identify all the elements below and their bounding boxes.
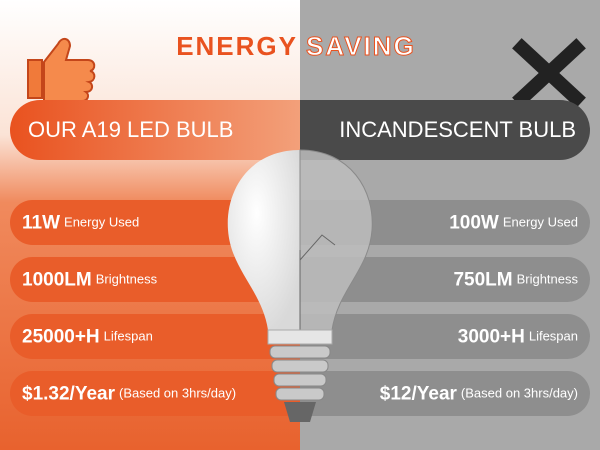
right-row-text: $12/Year (Based on 3hrs/day) — [380, 384, 578, 405]
left-value: 1000LM — [22, 270, 92, 291]
left-value: $1.32/Year — [22, 384, 116, 405]
right-value: $12/Year — [380, 384, 458, 405]
left-note: Brightness — [96, 272, 158, 287]
left-value: 25000+H — [22, 327, 100, 348]
right-note: (Based on 3hrs/day) — [461, 386, 578, 401]
left-row-pill — [10, 371, 301, 416]
right-header: INCANDESCENT BULB — [339, 117, 576, 142]
right-value: 3000+H — [458, 327, 525, 348]
left-row-text: 11W Energy Used — [22, 213, 139, 234]
left-row-pill — [10, 257, 301, 302]
left-header: OUR A19 LED BULB — [28, 117, 233, 142]
thumbs-up-icon — [27, 38, 96, 102]
right-value: 750LM — [453, 270, 512, 291]
left-note: (Based on 3hrs/day) — [119, 386, 236, 401]
left-row-text: $1.32/Year (Based on 3hrs/day) — [22, 384, 236, 405]
right-row-pill — [300, 257, 590, 302]
title-left: ENERGY — [176, 31, 298, 61]
title-right: SAVING — [306, 31, 416, 61]
right-note: Brightness — [517, 272, 579, 287]
left-row-pill — [10, 200, 301, 245]
right-value: 100W — [449, 213, 499, 234]
right-row-text: 3000+H Lifespan — [458, 327, 578, 348]
right-note: Lifespan — [529, 329, 578, 344]
right-row-text: 750LM Brightness — [453, 270, 578, 291]
left-note: Lifespan — [104, 329, 153, 344]
right-header-pill — [300, 100, 590, 160]
right-row-pill — [300, 314, 590, 359]
x-icon — [512, 38, 586, 108]
left-value: 11W — [22, 213, 60, 234]
left-row-pill — [10, 314, 301, 359]
left-note: Energy Used — [64, 215, 139, 230]
left-row-text: 1000LM Brightness — [22, 270, 158, 291]
right-note: Energy Used — [503, 215, 578, 230]
right-row-pill — [300, 371, 590, 416]
right-row-pill — [300, 200, 590, 245]
left-header-pill — [10, 100, 300, 160]
right-row-text: 100W Energy Used — [449, 213, 578, 234]
bulb-illustration — [227, 149, 373, 422]
left-row-text: 25000+H Lifespan — [22, 327, 153, 348]
